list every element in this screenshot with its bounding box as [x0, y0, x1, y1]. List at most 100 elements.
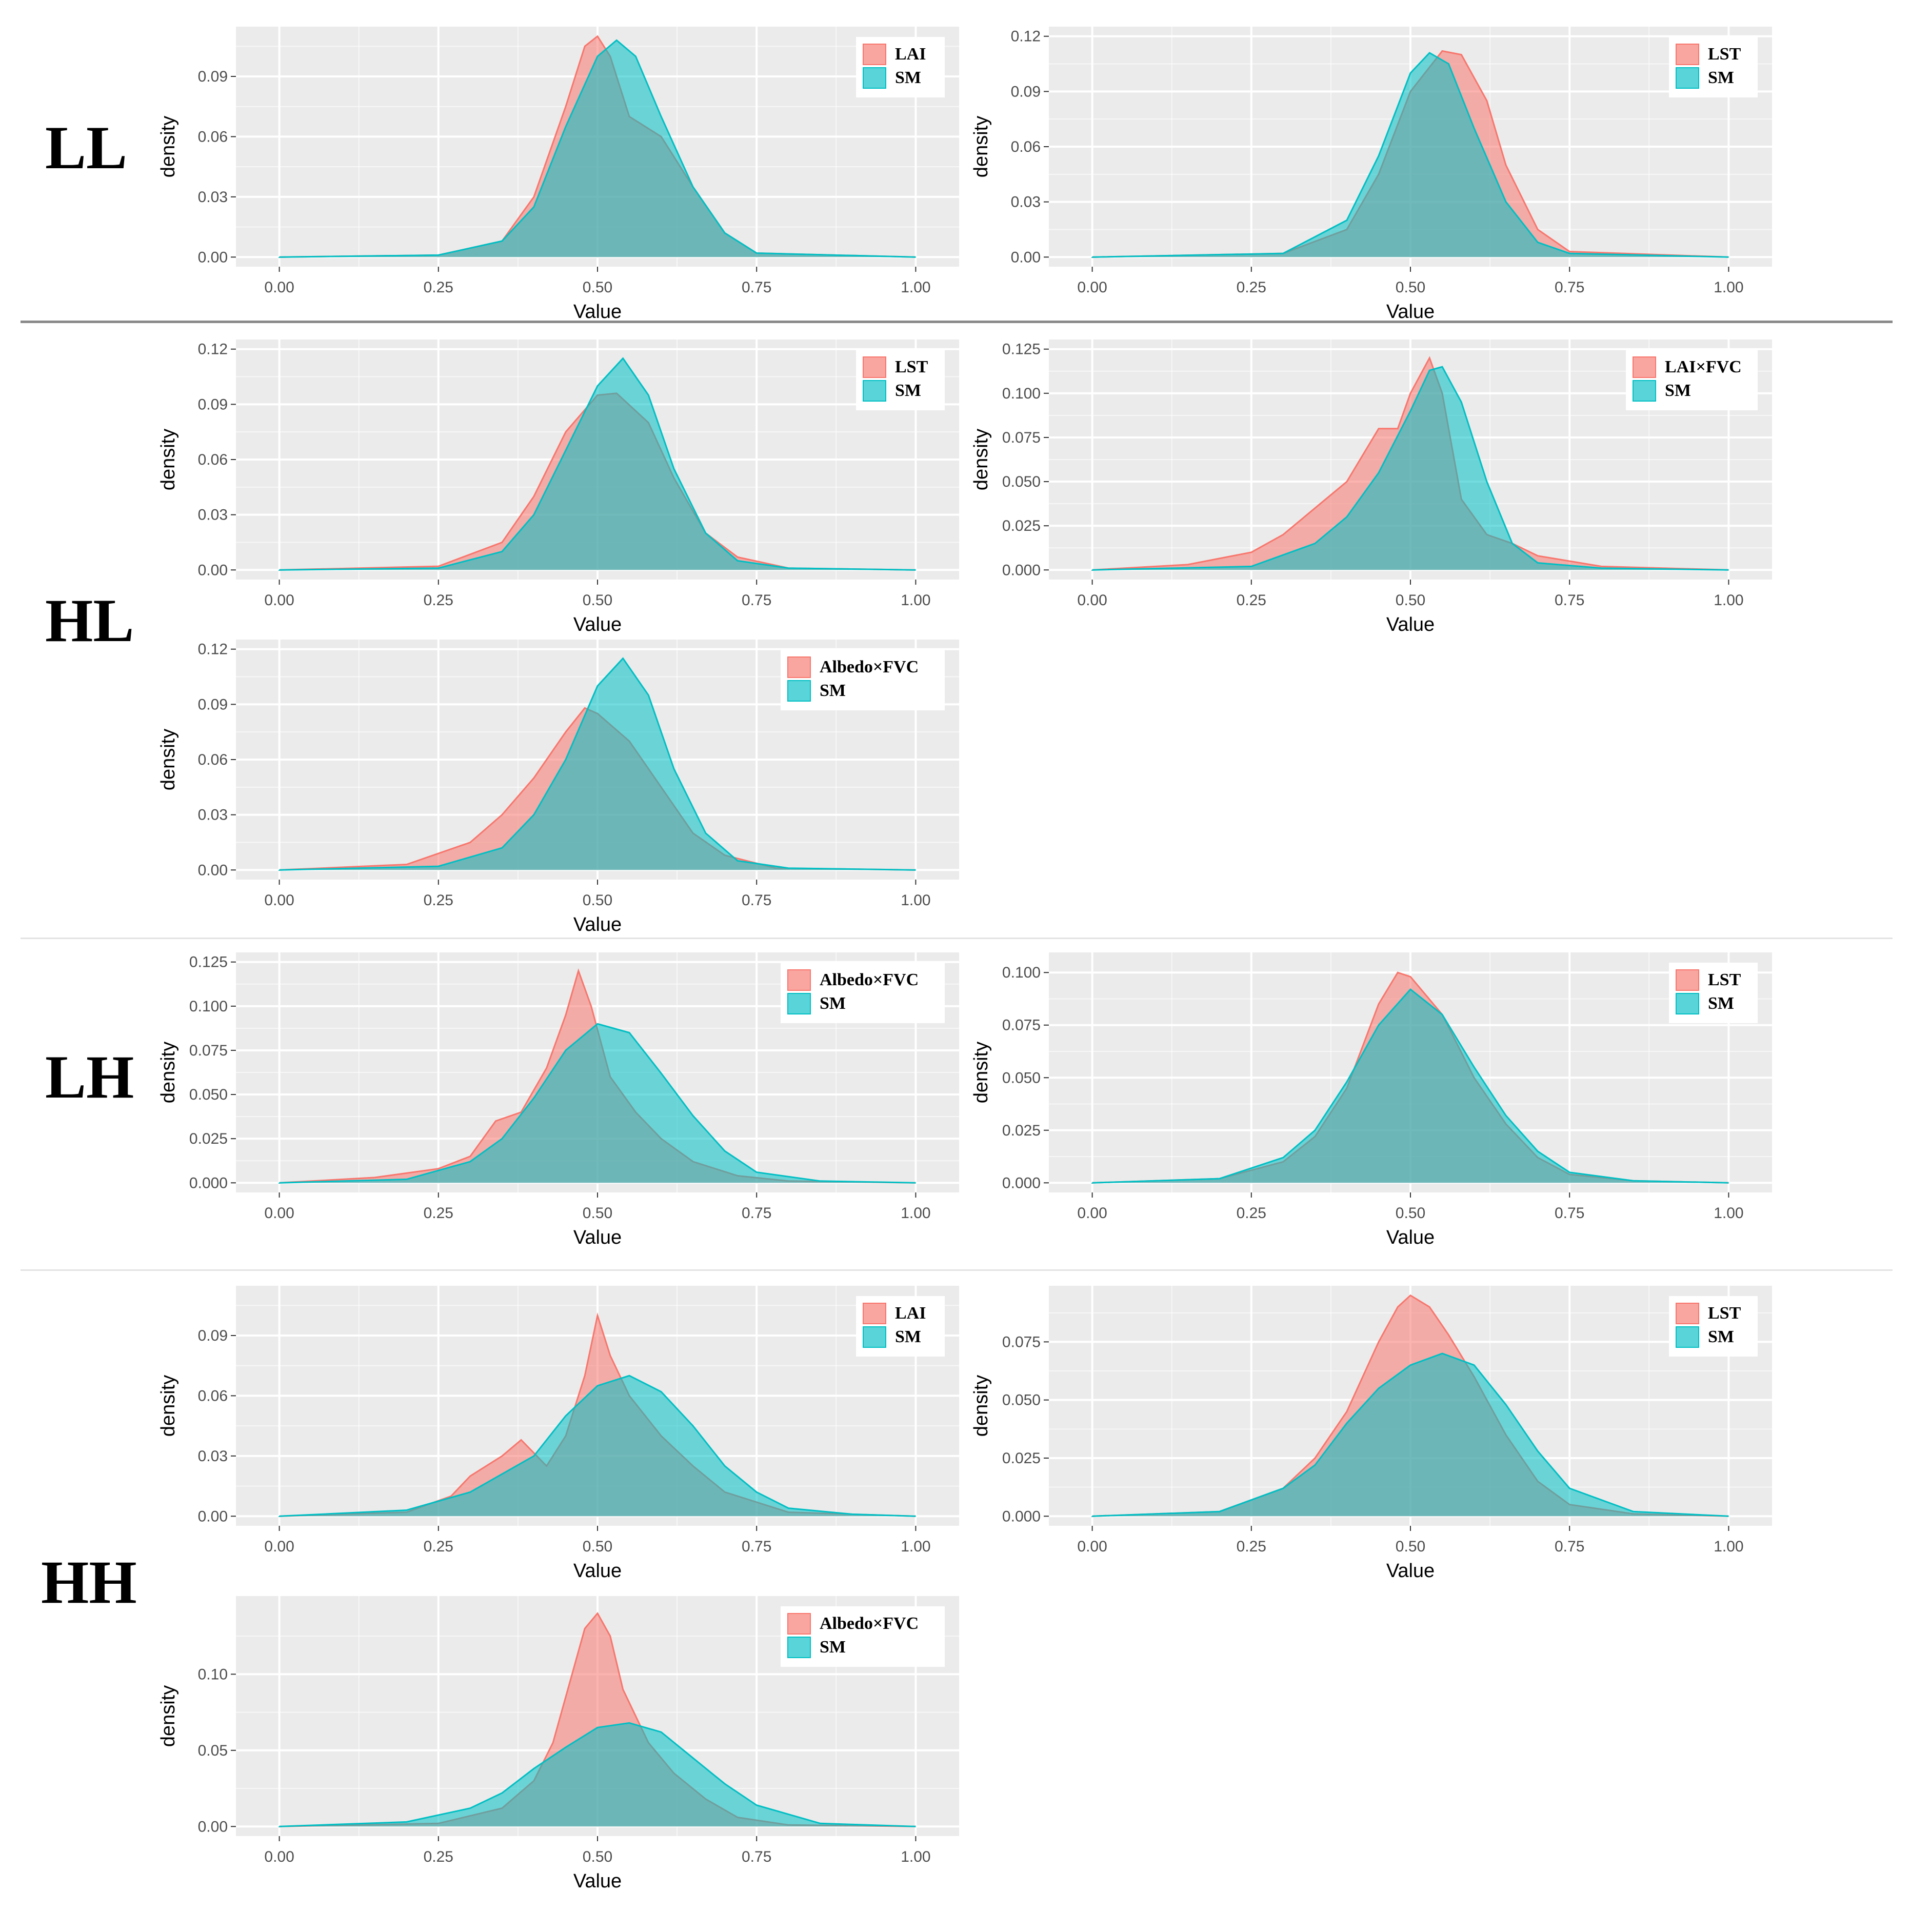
x-tick-label: 0.00 [264, 1538, 294, 1555]
legend-label: SM [895, 381, 921, 400]
density-line-sm [1091, 988, 1729, 1184]
density-area-sm [1092, 367, 1729, 570]
legend-label: SM [895, 68, 921, 87]
legend-key-0 [1676, 969, 1699, 991]
x-axis-title: Value [573, 1560, 622, 1582]
legend-label: SM [820, 994, 846, 1013]
legend-label: SM [1665, 381, 1691, 400]
density-chart-hh-lst: 0.00 0.25 0.50 0.75 1.00 0.000 0.025 0.050 0.075… [970, 1286, 1772, 1582]
legend-key-1 [787, 1637, 811, 1658]
legend-key-1 [863, 67, 886, 89]
y-axis-title: density [157, 1042, 179, 1103]
x-tick-label: 0.50 [583, 279, 612, 296]
y-axis-title: density [970, 116, 992, 177]
x-tick-label: 0.50 [583, 1538, 612, 1555]
y-tick-label: 0.00 [198, 249, 228, 266]
x-tick-label: 0.75 [1555, 279, 1584, 296]
separator-ll-hl [21, 321, 1893, 323]
legend-key-0 [787, 656, 811, 678]
x-axis-title: Value [1386, 1227, 1435, 1248]
y-axis-title: density [970, 1042, 992, 1103]
panel-lh-lst: 0.00 0.25 0.50 0.75 1.00 0.000 0.025 0.050 0.075… [970, 946, 1782, 1249]
legend-label: Albedo×FVC [820, 1614, 919, 1633]
y-tick-label: 0.025 [1002, 1122, 1041, 1139]
density-area-sm [1092, 989, 1729, 1183]
y-tick-label: 0.00 [198, 562, 228, 579]
y-tick-label: 0.03 [1011, 194, 1041, 211]
legend: Albedo×FVC SM [781, 1606, 945, 1667]
panel-ll-lst: 0.00 0.25 0.50 0.75 1.00 0.00 0.03 0.06 0.09 0.12… [970, 21, 1782, 323]
x-tick-label: 0.00 [1077, 1205, 1107, 1222]
y-tick-label: 0.075 [1002, 1333, 1041, 1350]
panel-hl-laixfvc: 0.00 0.25 0.50 0.75 1.00 0.000 0.025 0.050 0.075… [970, 333, 1782, 636]
x-tick-label: 0.25 [424, 279, 453, 296]
legend: LAI SM [856, 37, 945, 97]
x-tick-label: 0.50 [583, 1205, 612, 1222]
x-tick-label: 1.00 [901, 279, 930, 296]
legend-label: SM [1708, 994, 1734, 1013]
x-tick-label: 0.00 [1077, 592, 1107, 609]
density-line-sm [278, 357, 916, 571]
x-axis-title: Value [573, 1870, 622, 1892]
legend-label: SM [1708, 68, 1734, 87]
x-tick-label: 0.00 [264, 1848, 294, 1865]
x-axis-title: Value [1386, 614, 1435, 635]
y-axis-title: density [970, 429, 992, 490]
density-area-sm [279, 1024, 916, 1183]
x-tick-label: 0.00 [264, 892, 294, 909]
y-tick-label: 0.09 [198, 68, 228, 85]
y-tick-label: 0.075 [1002, 1017, 1041, 1034]
x-tick-label: 0.25 [1237, 1538, 1266, 1555]
legend-label: LST [1708, 970, 1741, 989]
x-tick-label: 0.50 [1396, 1205, 1425, 1222]
density-line-lai-fvc [1091, 356, 1729, 571]
legend-label: LAI×FVC [1665, 357, 1742, 376]
legend-key-0 [1676, 1303, 1699, 1324]
y-tick-label: 0.000 [1002, 1508, 1041, 1525]
y-tick-label: 0.09 [198, 1327, 228, 1344]
x-tick-label: 0.25 [424, 1848, 453, 1865]
y-tick-label: 0.00 [198, 1818, 228, 1835]
legend-key-1 [787, 993, 811, 1014]
x-axis-title: Value [1386, 1560, 1435, 1582]
density-chart-lh-albedoxfvc: 0.00 0.25 0.50 0.75 1.00 0.000 0.025 0.050 0.075… [157, 952, 959, 1248]
x-tick-label: 0.75 [742, 1538, 771, 1555]
legend: Albedo×FVC SM [781, 963, 945, 1023]
y-tick-label: 0.050 [1002, 1069, 1041, 1086]
y-tick-label: 0.075 [189, 1042, 228, 1059]
legend-label: LAI [895, 1304, 926, 1323]
legend-label: SM [1708, 1327, 1734, 1346]
x-tick-label: 0.50 [583, 592, 612, 609]
panel-hh-lai: 0.00 0.25 0.50 0.75 1.00 0.00 0.03 0.06 0.09 Valu… [157, 1280, 969, 1582]
y-axis-title: density [157, 729, 179, 790]
y-tick-label: 0.00 [198, 1508, 228, 1525]
y-tick-label: 0.09 [198, 696, 228, 713]
legend-label: Albedo×FVC [820, 970, 919, 989]
separator-lh-hh [21, 1269, 1893, 1271]
density-area-sm [279, 1723, 916, 1827]
density-line-sm [278, 1375, 916, 1517]
x-tick-label: 0.75 [1555, 1538, 1584, 1555]
y-tick-label: 0.050 [1002, 1392, 1041, 1409]
x-tick-label: 0.75 [742, 892, 771, 909]
y-tick-label: 0.03 [198, 807, 228, 824]
legend-key-0 [1676, 44, 1699, 65]
y-axis-title: density [157, 429, 179, 490]
density-line-sm [1091, 1352, 1729, 1517]
legend-key-1 [787, 680, 811, 702]
y-tick-label: 0.000 [1002, 562, 1041, 579]
y-tick-label: 0.03 [198, 1448, 228, 1465]
legend: LST SM [1669, 37, 1758, 97]
y-tick-label: 0.03 [198, 507, 228, 524]
x-tick-label: 0.50 [1396, 592, 1425, 609]
x-tick-label: 0.25 [1237, 279, 1266, 296]
density-line-sm [278, 39, 916, 258]
legend: LAI SM [856, 1296, 945, 1357]
density-chart-ll-lst: 0.00 0.25 0.50 0.75 1.00 0.00 0.03 0.06 0.09 0.12… [970, 27, 1772, 323]
group-label-hh: HH [41, 1548, 137, 1616]
y-tick-label: 0.09 [198, 396, 228, 413]
y-axis-title: density [157, 116, 179, 177]
x-tick-label: 0.75 [1555, 1205, 1584, 1222]
separator-hl-lh [21, 938, 1893, 939]
legend: Albedo×FVC SM [781, 650, 945, 710]
